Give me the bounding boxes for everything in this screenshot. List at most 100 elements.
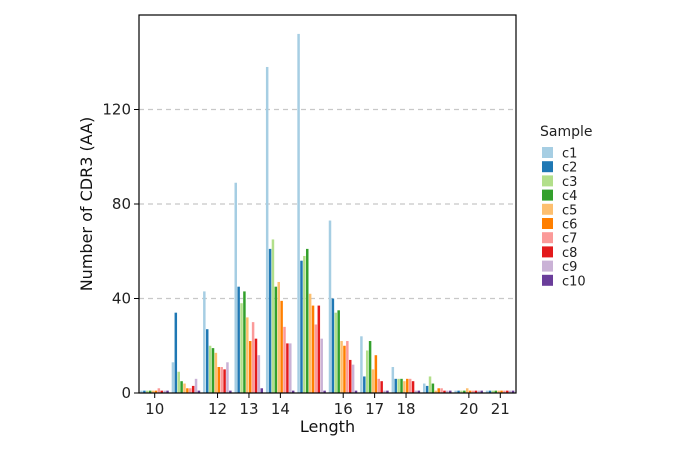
bar-c4-len-14 [274, 286, 278, 393]
bar-c10-len-17 [386, 390, 389, 393]
bar-c4-len-20 [463, 390, 466, 393]
bar-c7-len-15 [314, 324, 318, 393]
bar-c1-len-17 [360, 336, 363, 393]
bar-c6-len-20 [468, 390, 472, 393]
x-tick-label-16: 16 [334, 400, 353, 418]
bar-c1-len-15 [297, 33, 300, 394]
legend-label-c10: c10 [562, 274, 586, 289]
bar-c2-len-13 [237, 286, 240, 393]
legend-label-c9: c9 [562, 260, 577, 275]
bar-c1-len-18 [391, 367, 395, 393]
bar-c8-len-14 [286, 343, 289, 393]
bar-c7-len-12 [220, 367, 223, 393]
bar-c3-len-15 [303, 255, 306, 393]
bar-c9-len-17 [383, 390, 386, 393]
legend-swatch-c1 [542, 147, 553, 158]
x-tick-label-14: 14 [271, 400, 290, 418]
bar-c7-len-11 [189, 388, 192, 393]
bar-c3-len-12 [208, 345, 212, 393]
bar-c1-len-20 [454, 390, 457, 393]
bar-c3-len-18 [397, 378, 400, 393]
bar-c4-len-12 [211, 348, 215, 393]
x-tick-label-13: 13 [239, 400, 258, 418]
bar-c5-len-19 [434, 390, 438, 393]
bar-c7-len-19 [440, 388, 443, 393]
bar-c2-len-18 [394, 378, 397, 393]
bar-c7-len-21 [503, 390, 506, 393]
bar-c5-len-20 [465, 388, 469, 393]
bar-c1-len-12 [203, 291, 206, 393]
y-tick-label-120: 120 [102, 101, 131, 119]
legend-label-c8: c8 [562, 246, 577, 261]
legend-swatch-c2 [542, 161, 553, 173]
bar-c5-len-11 [183, 383, 186, 393]
bar-c2-len-21 [488, 390, 492, 393]
bar-c3-len-14 [271, 239, 275, 393]
bar-c5-len-14 [277, 281, 280, 393]
bar-c2-len-15 [300, 260, 303, 393]
bar-c6-len-21 [500, 390, 503, 393]
legend-swatch-c9 [542, 260, 553, 272]
bar-c8-len-11 [191, 385, 195, 393]
bar-c6-len-10 [154, 390, 158, 393]
bar-c5-len-18 [403, 381, 406, 393]
bar-c9-len-13 [257, 355, 261, 393]
bar-c2-len-19 [425, 385, 429, 393]
bar-c3-len-11 [177, 371, 180, 393]
bar-c4-len-17 [368, 341, 372, 393]
x-tick-label-12: 12 [208, 400, 227, 418]
legend-swatch-c4 [542, 189, 553, 201]
bar-c5-len-21 [497, 390, 500, 393]
bar-c10-len-19 [449, 390, 452, 393]
bar-c7-len-10 [157, 388, 161, 393]
bar-c9-len-21 [508, 390, 512, 393]
bar-c9-len-11 [194, 378, 198, 393]
legend-label-c3: c3 [562, 175, 577, 190]
bar-c3-len-10 [146, 390, 149, 393]
bar-c5-len-17 [371, 369, 375, 393]
bar-c3-len-20 [460, 390, 463, 393]
bar-c8-len-21 [506, 390, 509, 393]
bar-c3-len-13 [240, 303, 243, 393]
bar-c9-len-14 [289, 343, 292, 393]
bar-c7-len-17 [377, 378, 381, 393]
bar-c2-len-20 [457, 390, 460, 393]
bar-c10-len-18 [417, 390, 421, 393]
bar-c1-len-11 [171, 362, 175, 393]
bar-c5-len-10 [151, 390, 155, 393]
bar-c7-len-13 [251, 322, 255, 393]
bar-c6-len-12 [217, 367, 221, 393]
legend-swatch-c10 [542, 274, 553, 286]
legend-title: Sample [540, 124, 593, 140]
bar-c9-len-15 [320, 338, 323, 393]
legend-label-c6: c6 [562, 218, 577, 233]
bar-c10-len-16 [354, 390, 358, 393]
legend-swatch-c7 [542, 232, 553, 244]
bar-c7-len-16 [346, 341, 349, 393]
bar-c4-len-16 [337, 310, 340, 393]
legend-swatch-c8 [542, 246, 553, 258]
bar-c2-len-12 [205, 329, 209, 393]
legend-label-c2: c2 [562, 161, 577, 176]
bar-c10-len-20 [480, 390, 483, 393]
bar-c5-len-13 [246, 317, 249, 393]
bar-c4-len-18 [400, 378, 403, 393]
bar-c4-len-11 [180, 381, 183, 393]
bar-c8-len-18 [411, 381, 415, 393]
bar-c8-len-20 [474, 390, 478, 393]
bar-c6-len-16 [343, 345, 346, 393]
bar-c1-len-14 [265, 66, 269, 393]
bar-c9-len-20 [477, 390, 481, 393]
legend-swatch-c6 [542, 218, 553, 229]
x-tick-label-21: 21 [491, 400, 510, 418]
x-tick-label-17: 17 [365, 400, 384, 418]
y-tick-label-80: 80 [112, 195, 131, 213]
y-tick-label-40: 40 [112, 290, 131, 308]
y-tick-label-0: 0 [121, 384, 131, 402]
bar-c1-len-21 [485, 390, 489, 393]
bar-c3-len-17 [365, 350, 369, 393]
bar-c8-len-19 [443, 390, 446, 393]
bar-c7-len-20 [471, 390, 475, 393]
bar-c6-len-19 [437, 388, 440, 393]
